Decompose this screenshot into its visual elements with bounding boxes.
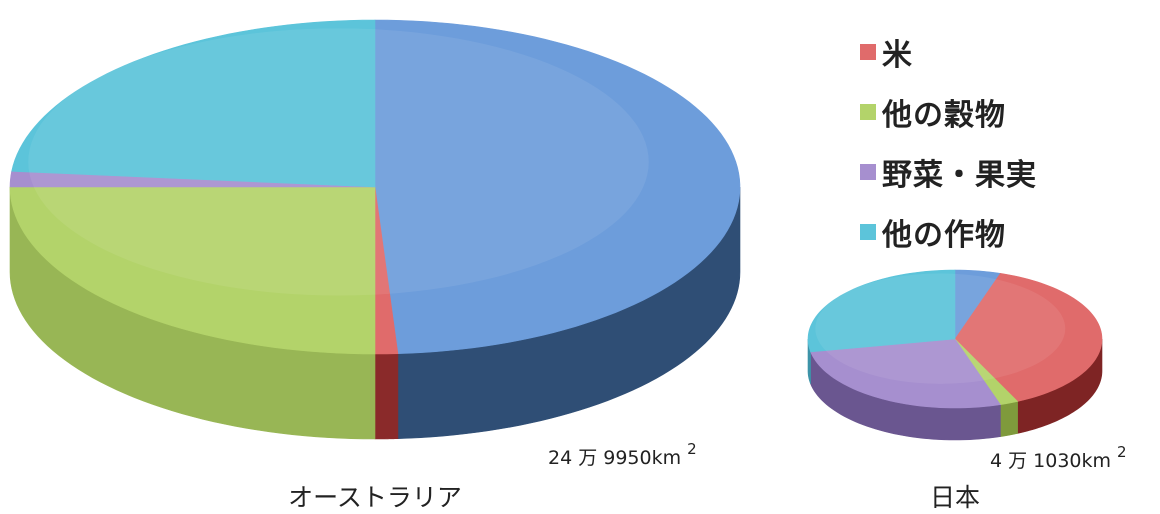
legend-item-other-crops: 他の作物: [860, 202, 1037, 262]
japan-slice-vegetables-fruits-3: [810, 338, 1001, 409]
australia-area-superscript: 2: [687, 440, 697, 458]
australia-slice-side-rice-1: [374, 353, 399, 440]
japan-area-label: 4 万 1030km 2: [990, 443, 1127, 473]
legend-label: 野菜・果実: [882, 158, 1037, 193]
japan-slice-side-other-grains-2: [1000, 401, 1018, 437]
legend-item-other-grains: 他の穀物: [860, 82, 1037, 142]
japan-pie-highlight: [815, 273, 1066, 384]
legend-swatch: [860, 44, 876, 60]
japan-pie: [807, 269, 1103, 441]
australia-slice-unlabeled-0: [374, 19, 741, 354]
japan-slice-unlabeled-0: [954, 269, 1001, 340]
japan-label: 日本: [929, 483, 981, 512]
australia-area-value: 24 万 9950km: [548, 447, 682, 469]
australia-pie: [9, 19, 741, 440]
australia-pie-highlight: [28, 28, 649, 296]
legend-item-vegetables-fruits: 野菜・果実: [860, 142, 1037, 202]
japan-area-value: 4 万 1030km: [990, 450, 1112, 472]
legend-swatch: [860, 224, 876, 240]
japan-slice-other-crops-4: [807, 269, 956, 353]
legend-item-rice: 米: [860, 22, 1037, 82]
legend-label: 他の作物: [882, 218, 1006, 253]
japan-area-superscript: 2: [1117, 443, 1127, 461]
legend-swatch: [860, 104, 876, 120]
legend-label: 他の穀物: [882, 98, 1006, 133]
australia-label: オーストラリア: [288, 483, 462, 512]
australia-area-label: 24 万 9950km 2: [548, 440, 697, 470]
australia-slice-other-grains-2: [9, 186, 376, 355]
legend-label: 米: [882, 38, 913, 73]
legend: 米 他の穀物 野菜・果実 他の作物: [860, 22, 1037, 262]
australia-slice-other-crops-4: [11, 19, 376, 188]
legend-swatch: [860, 164, 876, 180]
japan-slice-rice-1: [954, 273, 1103, 402]
